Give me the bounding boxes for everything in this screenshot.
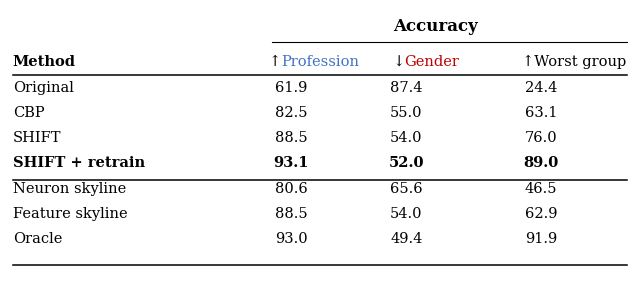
Text: 62.9: 62.9 [525,207,557,221]
Text: 52.0: 52.0 [388,156,424,171]
Text: Accuracy: Accuracy [393,18,477,35]
Text: 49.4: 49.4 [390,232,422,247]
Text: CBP: CBP [13,106,44,120]
Text: SHIFT: SHIFT [13,131,61,145]
Text: 65.6: 65.6 [390,182,422,196]
Text: 88.5: 88.5 [275,207,307,221]
Text: 63.1: 63.1 [525,106,557,120]
Text: 93.0: 93.0 [275,232,307,247]
Text: 93.1: 93.1 [273,156,309,171]
Text: SHIFT + retrain: SHIFT + retrain [13,156,145,171]
Text: Profession: Profession [282,55,360,69]
Text: 87.4: 87.4 [390,81,422,95]
Text: Neuron skyline: Neuron skyline [13,182,126,196]
Text: Method: Method [13,55,76,69]
Text: 55.0: 55.0 [390,106,422,120]
Text: 89.0: 89.0 [523,156,559,171]
Text: Oracle: Oracle [13,232,62,247]
Text: ↑Worst group: ↑Worst group [522,55,626,69]
Text: 61.9: 61.9 [275,81,307,95]
Text: 91.9: 91.9 [525,232,557,247]
Text: 54.0: 54.0 [390,207,422,221]
Text: 24.4: 24.4 [525,81,557,95]
Text: ↑: ↑ [269,55,281,69]
Text: 80.6: 80.6 [275,182,308,196]
Text: 82.5: 82.5 [275,106,307,120]
Text: Original: Original [13,81,74,95]
Text: 88.5: 88.5 [275,131,307,145]
Text: 54.0: 54.0 [390,131,422,145]
Text: 76.0: 76.0 [525,131,557,145]
Text: Feature skyline: Feature skyline [13,207,127,221]
Text: 46.5: 46.5 [525,182,557,196]
Text: ↓: ↓ [392,55,404,69]
Text: Gender: Gender [404,55,460,69]
